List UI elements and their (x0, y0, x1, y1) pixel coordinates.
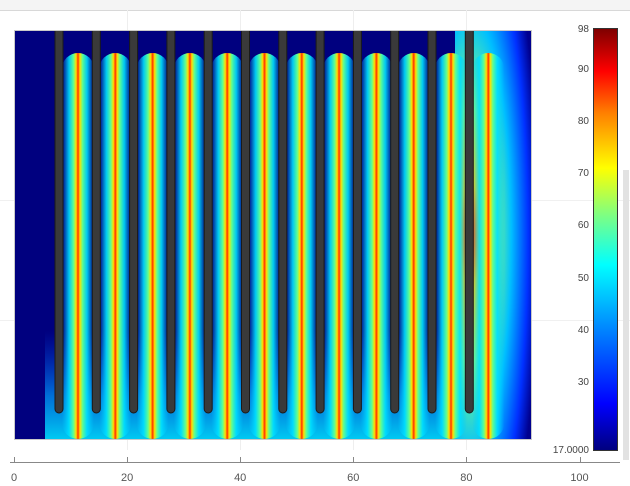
heat-channel (435, 53, 467, 439)
baffle-wall (91, 31, 101, 414)
x-tick-label: 0 (10, 472, 18, 484)
window-top-strip (0, 0, 630, 11)
x-tick-label: 80 (460, 472, 473, 484)
colorbar-tick-label: 60 (577, 220, 589, 232)
temperature-field-plot (15, 31, 531, 439)
heat-channel (62, 53, 94, 439)
colorbar (593, 28, 618, 451)
baffle-wall (54, 31, 64, 414)
colorbar-max-label: 98 (577, 24, 589, 35)
colorbar-tick-label: 90 (577, 63, 589, 75)
window-edge (623, 170, 629, 460)
heat-channel (173, 53, 206, 439)
baffle-wall (166, 31, 176, 414)
heat-channel (99, 53, 132, 439)
heat-channel (285, 53, 318, 439)
x-tick-label: 60 (347, 472, 360, 484)
baffle-wall (203, 31, 213, 414)
baffle-wall (315, 31, 325, 414)
heat-channel (211, 53, 244, 439)
x-tick-mark (353, 457, 355, 463)
colorbar-min-label: 17.0000 (552, 445, 589, 456)
heatmap-plot-area[interactable] (14, 30, 532, 440)
baffle-wall (241, 31, 250, 414)
x-tick-label: 20 (120, 472, 134, 484)
baffle-wall (278, 31, 288, 414)
heat-channel (360, 53, 393, 439)
x-tick-label: 100 (570, 472, 589, 484)
baffle-wall (464, 31, 474, 414)
colorbar-tick-label: 30 (577, 377, 589, 389)
colorbar-tick-label: 70 (577, 168, 589, 180)
x-axis-line (10, 462, 620, 463)
baffle-wall (129, 31, 139, 414)
baffle-wall (352, 31, 362, 414)
x-tick-mark (466, 457, 468, 463)
x-tick-mark (579, 457, 581, 463)
x-tick-mark (14, 457, 15, 463)
heat-channel (136, 53, 169, 439)
heat-channel (397, 53, 430, 439)
colorbar-tick-label: 50 (577, 272, 589, 284)
colorbar-tick-label: 40 (577, 324, 589, 336)
heat-channel (248, 53, 281, 439)
baffle-wall (390, 31, 400, 414)
x-tick-mark (127, 457, 129, 463)
heat-channel (472, 53, 505, 439)
heat-channel (323, 53, 356, 439)
baffle-wall (427, 31, 437, 414)
x-tick-mark (240, 457, 242, 463)
colorbar-tick-label: 80 (577, 116, 589, 127)
x-tick-label: 40 (234, 472, 247, 484)
